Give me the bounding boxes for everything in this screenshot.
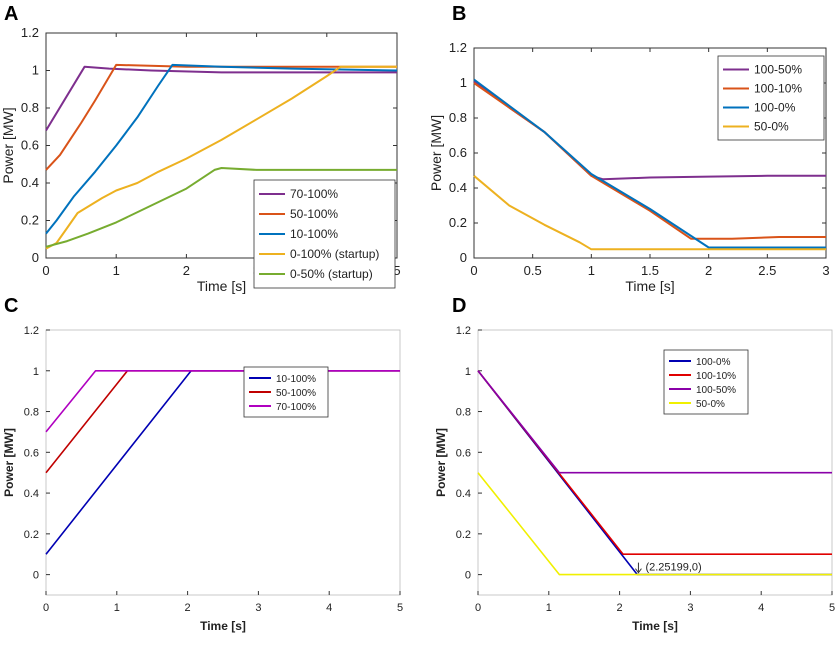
x-tick-label: 0.5 [524, 263, 542, 278]
y-tick-label: 0 [32, 250, 39, 265]
legend-entry: 0-50% (startup) [290, 267, 373, 281]
y-tick-label: 0.8 [456, 407, 471, 419]
panel-c: C 0 1 2 3 4 5 0 0.2 0.4 0.6 0.8 1 1.2 Time [s] Power [M… [2, 295, 403, 633]
x-tick-label: 1.5 [641, 263, 659, 278]
x-tick-label: 5 [829, 602, 835, 614]
series-line-70-100- [45, 65, 397, 132]
x-tick-label: 0 [475, 602, 481, 614]
legend-entry: 50-100% [290, 207, 338, 221]
x-tick-label: 2.5 [758, 263, 776, 278]
y-tick-label: 0.6 [24, 447, 39, 459]
y-tick-label: 0.4 [456, 488, 471, 500]
legend-entry: 10-100% [290, 227, 338, 241]
legend-entry: 50-100% [276, 388, 316, 399]
x-tick-label: 1 [546, 602, 552, 614]
x-tick-label: 1 [114, 602, 120, 614]
x-tick-label: 2 [617, 602, 623, 614]
x-axis-label: Time [s] [625, 278, 674, 294]
y-axis-label: Power [MW] [434, 428, 448, 497]
legend-entry: 100-10% [696, 371, 736, 382]
x-tick-label: 3 [255, 602, 261, 614]
y-axis-label: Power [MW] [2, 428, 16, 497]
legend-entry: 0-100% (startup) [290, 247, 379, 261]
legend-entry: 100-0% [696, 357, 731, 368]
legend-entry: 70-100% [276, 402, 316, 413]
y-tick-label: 0.8 [449, 110, 467, 125]
axes-box [477, 329, 833, 596]
y-tick-label: 1 [33, 366, 39, 378]
x-tick-label: 5 [397, 602, 403, 614]
y-tick-label: 0 [33, 570, 39, 582]
series-line-10-100- [45, 63, 398, 235]
y-tick-label: 0.4 [21, 175, 39, 190]
x-tick-label: 0 [43, 602, 49, 614]
panel-letter: B [452, 3, 466, 25]
x-tick-label: 0 [42, 263, 49, 278]
y-tick-label: 0.2 [21, 213, 39, 228]
legend-entry: 10-100% [276, 374, 316, 385]
annotation-label: (2.25199,0) [645, 562, 701, 574]
y-tick-label: 0.2 [449, 215, 467, 230]
series-line-100-50- [477, 370, 832, 474]
series-line-0-100-startup- [45, 65, 397, 250]
y-tick-label: 0.2 [24, 529, 39, 541]
y-tick-label: 0 [460, 250, 467, 265]
y-tick-label: 1 [465, 366, 471, 378]
legend-entry: 100-10% [754, 82, 802, 96]
panel-letter: C [4, 295, 18, 317]
x-tick-label: 2 [183, 263, 190, 278]
x-tick-label: 0 [470, 263, 477, 278]
x-axis-label: Time [s] [200, 619, 246, 633]
x-axis-label: Time [s] [197, 278, 246, 294]
x-tick-label: 1 [113, 263, 120, 278]
y-axis-label: Power [MW] [0, 107, 16, 183]
legend-entry: 50-0% [754, 120, 789, 134]
annotation-arrow-head [635, 568, 642, 574]
panel-letter: A [4, 3, 18, 25]
legend-entry: 100-0% [754, 101, 796, 115]
y-tick-label: 0.4 [449, 180, 467, 195]
y-tick-label: 1.2 [456, 325, 471, 337]
panel-letter: D [452, 295, 466, 317]
y-tick-label: 1.2 [449, 40, 467, 55]
legend-entry: 50-0% [696, 399, 725, 410]
series-line-50-0- [477, 472, 832, 576]
x-tick-label: 5 [393, 263, 400, 278]
x-tick-label: 1 [588, 263, 595, 278]
y-axis-label: Power [MW] [428, 115, 444, 191]
y-tick-label: 0.6 [456, 447, 471, 459]
y-tick-label: 1 [32, 63, 39, 78]
x-tick-label: 3 [822, 263, 829, 278]
y-tick-label: 0.6 [21, 138, 39, 153]
y-tick-label: 1 [460, 75, 467, 90]
y-tick-label: 0.8 [21, 100, 39, 115]
legend-entry: 70-100% [290, 187, 338, 201]
series-line-0-50-startup- [45, 167, 397, 248]
panel-b: B 0 0.5 1 1.5 2 2.5 3 0 0.2 0.4 0.6 0.8 1 1.2 Time [s] P… [428, 3, 830, 294]
series-line-100-0- [473, 78, 826, 249]
y-tick-label: 1.2 [24, 325, 39, 337]
y-tick-label: 0.8 [24, 407, 39, 419]
series-line-50-0- [473, 175, 826, 251]
legend-entry: 100-50% [754, 63, 802, 77]
x-tick-label: 2 [185, 602, 191, 614]
axes-box [45, 329, 401, 596]
y-tick-label: 0 [465, 570, 471, 582]
y-tick-label: 1.2 [21, 25, 39, 40]
x-axis-label: Time [s] [632, 619, 678, 633]
x-tick-label: 4 [326, 602, 332, 614]
x-tick-label: 3 [687, 602, 693, 614]
x-tick-label: 2 [705, 263, 712, 278]
y-tick-label: 0.4 [24, 488, 39, 500]
y-tick-label: 0.6 [449, 145, 467, 160]
x-tick-label: 4 [758, 602, 764, 614]
y-tick-label: 0.2 [456, 529, 471, 541]
panel-d: D 0 1 2 3 4 5 0 0.2 0.4 0.6 0.8 1 1.2 Time [s] Power [M… [434, 295, 835, 633]
legend-entry: 100-50% [696, 385, 736, 396]
